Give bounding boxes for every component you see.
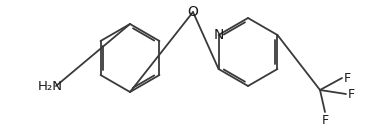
Text: H₂N: H₂N <box>38 80 63 92</box>
Text: F: F <box>344 72 351 84</box>
Text: N: N <box>213 28 224 42</box>
Text: F: F <box>348 88 355 100</box>
Text: F: F <box>321 114 329 127</box>
Text: O: O <box>188 5 199 19</box>
